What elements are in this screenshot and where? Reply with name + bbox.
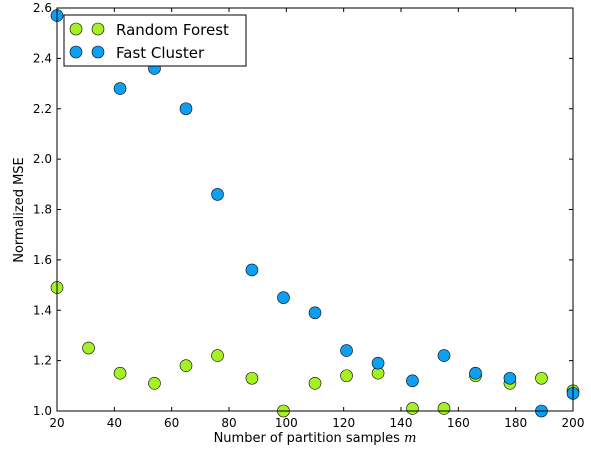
chart-legend: Random Forest Fast Cluster [63, 14, 247, 67]
data-point-fast-cluster [277, 291, 290, 304]
data-point-fast-cluster [503, 371, 517, 385]
data-point-fast-cluster [406, 374, 419, 388]
x-axis-label-variable: m [404, 431, 416, 446]
x-tick-label: 60 [164, 416, 179, 430]
y-tick-label: 2.4 [33, 51, 52, 65]
y-tick-label: 1.2 [33, 354, 52, 368]
data-point-fast-cluster [437, 349, 451, 362]
x-tick-label: 80 [221, 416, 236, 430]
data-point-random-forest [245, 371, 259, 385]
data-point-random-forest [148, 376, 161, 390]
y-tick-label: 1.4 [33, 303, 52, 317]
data-point-random-forest [211, 349, 224, 362]
x-tick-label: 140 [390, 416, 413, 430]
legend-marker-fast-cluster [69, 45, 83, 59]
data-point-fast-cluster [179, 102, 193, 116]
legend-label-fast-cluster: Fast Cluster [116, 44, 205, 62]
data-point-random-forest [437, 402, 451, 415]
y-tick-label: 1.6 [33, 253, 52, 267]
legend-marker-random-forest [69, 22, 83, 36]
x-tick-label: 200 [562, 416, 585, 430]
data-point-random-forest [340, 369, 353, 383]
data-point-random-forest [82, 341, 95, 355]
data-points [50, 9, 580, 418]
legend-marker-fast-cluster [91, 45, 105, 59]
data-point-random-forest [406, 402, 419, 415]
axis-ticks: 20 40 60 80 100 120 140 160 180 200 1.0 1.2 1.4 1.6 1.… [33, 1, 585, 430]
y-tick-label: 2.2 [33, 102, 52, 116]
x-tick-label: 120 [332, 416, 355, 430]
plot-area-frame [56, 7, 574, 412]
x-tick-label: 20 [49, 416, 64, 430]
y-tick-label: 2.0 [33, 152, 52, 166]
data-point-random-forest [113, 366, 127, 380]
x-axis-label-text: Number of partition samples [214, 431, 401, 446]
data-point-random-forest [308, 376, 322, 390]
data-point-fast-cluster [245, 263, 259, 277]
data-point-fast-cluster [211, 188, 224, 201]
data-point-random-forest [179, 359, 193, 372]
legend-box [63, 14, 247, 67]
x-tick-label: 160 [447, 416, 470, 430]
x-axis-label: Number of partition samples m [214, 431, 417, 446]
legend-marker-random-forest [91, 22, 105, 36]
y-tick-label: 1.8 [33, 203, 52, 217]
data-point-fast-cluster [371, 356, 385, 370]
data-point-fast-cluster [340, 344, 353, 357]
y-axis-label: Normalized MSE [12, 157, 27, 263]
data-point-fast-cluster [469, 366, 482, 380]
x-tick-label: 40 [107, 416, 122, 430]
y-tick-label: 2.6 [33, 1, 52, 15]
data-point-fast-cluster [113, 82, 127, 95]
data-point-fast-cluster [308, 306, 322, 320]
x-tick-label: 100 [275, 416, 298, 430]
y-tick-label: 1.0 [33, 404, 52, 418]
data-point-random-forest [535, 371, 548, 385]
legend-label-random-forest: Random Forest [116, 21, 229, 39]
x-tick-label: 180 [504, 416, 527, 430]
